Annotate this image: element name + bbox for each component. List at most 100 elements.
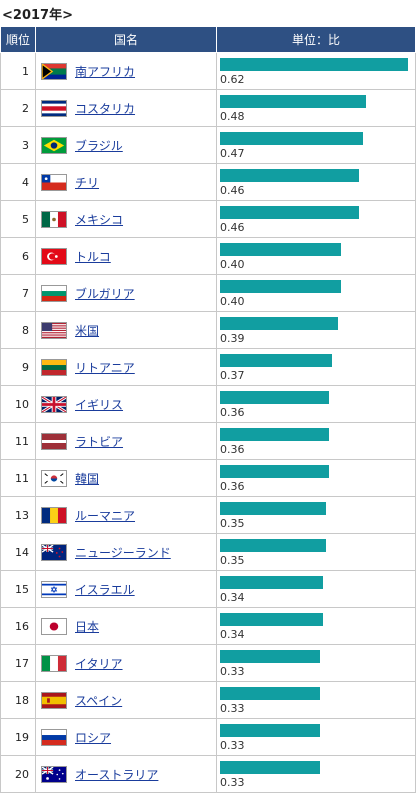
value-bar <box>220 168 359 182</box>
country-link[interactable]: 米国 <box>75 323 100 338</box>
value-label: 0.33 <box>220 701 245 715</box>
table-row: 10 イギリス 0.36 <box>0 385 416 423</box>
flag-cr-icon <box>41 99 67 117</box>
country-cell: 日本 <box>35 607 217 645</box>
rank-cell: 2 <box>0 89 36 127</box>
rank-cell: 15 <box>0 570 36 608</box>
country-link[interactable]: トルコ <box>75 249 111 264</box>
value-bar <box>220 538 326 552</box>
country-cell: オーストラリア <box>35 755 217 793</box>
value-cell: 0.35 <box>216 496 416 534</box>
country-cell: 韓国 <box>35 459 217 497</box>
value-cell: 0.34 <box>216 607 416 645</box>
value-label: 0.36 <box>220 405 245 419</box>
table-row: 15 イスラエル 0.34 <box>0 570 416 608</box>
flag-mx-icon <box>41 210 67 228</box>
value-label: 0.33 <box>220 775 245 789</box>
value-label: 0.34 <box>220 627 245 641</box>
value-cell: 0.33 <box>216 681 416 719</box>
rank-cell: 13 <box>0 496 36 534</box>
value-bar <box>220 94 366 108</box>
value-bar <box>220 464 329 478</box>
value-cell: 0.62 <box>216 52 416 90</box>
country-link[interactable]: イタリア <box>75 656 123 671</box>
country-cell: コスタリカ <box>35 89 217 127</box>
value-cell: 0.37 <box>216 348 416 386</box>
table-row: 13 ルーマニア 0.35 <box>0 496 416 534</box>
value-bar <box>220 760 320 774</box>
rank-cell: 14 <box>0 533 36 571</box>
rank-cell: 1 <box>0 52 36 90</box>
country-cell: イタリア <box>35 644 217 682</box>
country-cell: 南アフリカ <box>35 52 217 90</box>
country-link[interactable]: メキシコ <box>75 212 124 227</box>
value-bar <box>220 242 341 256</box>
rank-cell: 4 <box>0 163 36 201</box>
country-link[interactable]: ブラジル <box>75 138 123 153</box>
country-link[interactable]: イギリス <box>75 397 124 412</box>
flag-il-icon <box>41 580 67 598</box>
value-label: 0.39 <box>220 331 245 345</box>
table-row: 11 ラトビア 0.36 <box>0 422 416 460</box>
header-unit: 単位：比 <box>216 26 416 53</box>
value-cell: 0.36 <box>216 422 416 460</box>
value-cell: 0.33 <box>216 644 416 682</box>
flag-ro-icon <box>41 506 67 524</box>
rank-cell: 20 <box>0 755 36 793</box>
country-link[interactable]: オーストラリア <box>75 767 159 782</box>
country-link[interactable]: 南アフリカ <box>75 64 136 79</box>
value-cell: 0.48 <box>216 89 416 127</box>
value-bar <box>220 279 341 293</box>
country-cell: 米国 <box>35 311 217 349</box>
flag-tr-icon <box>41 247 67 265</box>
country-link[interactable]: イスラエル <box>75 582 135 597</box>
value-label: 0.47 <box>220 146 245 160</box>
value-label: 0.35 <box>220 516 245 530</box>
rank-cell: 18 <box>0 681 36 719</box>
table-row: 11 韓国 0.36 <box>0 459 416 497</box>
country-link[interactable]: ルーマニア <box>75 508 136 523</box>
country-link[interactable]: 日本 <box>75 619 100 634</box>
value-cell: 0.46 <box>216 200 416 238</box>
rank-cell: 11 <box>0 459 36 497</box>
country-cell: メキシコ <box>35 200 217 238</box>
country-link[interactable]: ブルガリア <box>75 286 135 301</box>
rank-cell: 11 <box>0 422 36 460</box>
value-label: 0.48 <box>220 109 245 123</box>
flag-es-icon <box>41 691 67 709</box>
country-link[interactable]: 韓国 <box>75 471 100 486</box>
table-header-row: 順位 国名 単位：比 <box>0 26 416 53</box>
country-link[interactable]: チリ <box>75 175 100 190</box>
country-link[interactable]: スペイン <box>75 693 123 708</box>
value-bar <box>220 649 320 663</box>
table-row: 4 チリ 0.46 <box>0 163 416 201</box>
table-row: 14 ニュージーランド 0.35 <box>0 533 416 571</box>
header-rank: 順位 <box>0 26 36 53</box>
flag-kr-icon <box>41 469 67 487</box>
value-bar <box>220 353 332 367</box>
rank-cell: 3 <box>0 126 36 164</box>
country-link[interactable]: コスタリカ <box>75 101 136 116</box>
country-link[interactable]: ロシア <box>75 730 112 745</box>
value-bar <box>220 390 329 404</box>
rank-cell: 5 <box>0 200 36 238</box>
country-link[interactable]: ラトビア <box>75 434 124 449</box>
value-label: 0.40 <box>220 257 245 271</box>
value-label: 0.46 <box>220 183 245 197</box>
flag-us-icon <box>41 321 67 339</box>
value-bar <box>220 427 329 441</box>
value-cell: 0.36 <box>216 459 416 497</box>
flag-it-icon <box>41 654 67 672</box>
country-link[interactable]: ニュージーランド <box>75 545 171 560</box>
value-label: 0.35 <box>220 553 245 567</box>
value-cell: 0.40 <box>216 237 416 275</box>
table-row: 3 ブラジル 0.47 <box>0 126 416 164</box>
flag-au-icon <box>41 765 67 783</box>
value-label: 0.33 <box>220 738 245 752</box>
country-cell: ニュージーランド <box>35 533 217 571</box>
table-row: 16 日本 0.34 <box>0 607 416 645</box>
country-cell: チリ <box>35 163 217 201</box>
table-row: 19 ロシア 0.33 <box>0 718 416 756</box>
value-label: 0.33 <box>220 664 245 678</box>
country-link[interactable]: リトアニア <box>75 360 135 375</box>
